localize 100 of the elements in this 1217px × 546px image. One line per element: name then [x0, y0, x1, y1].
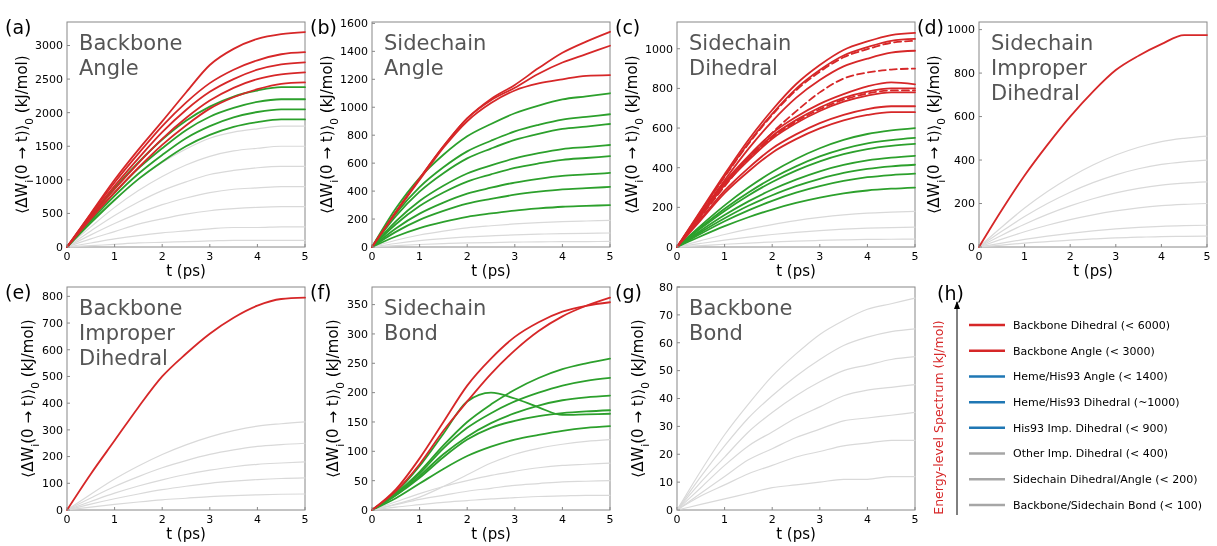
text: Sidechain Angle — [384, 31, 487, 80]
y-tick-label: 0 — [666, 240, 673, 254]
x-tick-label: 3 — [206, 250, 214, 263]
x-tick-label: 2 — [158, 250, 166, 263]
x-tick-label: 5 — [606, 250, 614, 263]
y-tick-label: 0 — [968, 240, 975, 254]
y-tick-label: 350 — [347, 298, 368, 312]
y-tick-label: 1000 — [35, 173, 63, 187]
category-label: His93 Imp. Dihedral (< 900) — [1013, 421, 1168, 435]
x-axis-title: t (ps) — [1073, 262, 1113, 280]
y-tick-label: 400 — [347, 184, 368, 198]
x-tick-label: 3 — [511, 250, 519, 263]
x-tick-label: 3 — [511, 513, 519, 526]
y-tick-label: 800 — [42, 290, 63, 304]
y-tick-label: 30 — [659, 420, 673, 434]
y-tick-label: 0 — [666, 503, 673, 517]
y-tick-label: 200 — [347, 386, 368, 400]
x-tick-label: 1 — [1021, 250, 1029, 263]
x-tick-label: 2 — [1066, 250, 1074, 263]
x-axis-title: t (ps) — [471, 262, 511, 280]
x-axis-title: t (ps) — [776, 262, 816, 280]
text: Backbone Bond — [689, 296, 793, 345]
x-tick-label: 2 — [768, 513, 776, 526]
y-tick-label: 60 — [659, 336, 673, 350]
y-tick-label: 3000 — [35, 39, 63, 53]
y-tick-label: 2500 — [35, 72, 63, 86]
x-tick-label: 5 — [606, 513, 614, 526]
text: (h) — [937, 282, 964, 304]
x-tick-label: 3 — [1112, 250, 1120, 263]
y-tick-label: 600 — [954, 110, 975, 124]
text: Energy-level Spectrum (kJ/mol) — [931, 320, 946, 515]
y-tick-label: 0 — [56, 240, 63, 254]
y-tick-label: 0 — [56, 503, 63, 517]
category-label: Other Imp. Dihedral (< 400) — [1013, 447, 1169, 461]
y-tick-label: 200 — [954, 197, 975, 211]
x-tick-label: 2 — [463, 513, 471, 526]
x-tick-label: 2 — [768, 250, 776, 263]
y-tick-label: 50 — [354, 474, 368, 488]
y-tick-label: 100 — [347, 445, 368, 459]
x-axis-title: t (ps) — [776, 525, 816, 543]
category-label: Backbone Dihedral (< 6000) — [1013, 318, 1171, 332]
x-tick-label: 4 — [253, 250, 261, 263]
y-tick-label: 200 — [42, 450, 63, 464]
y-tick-label: 1400 — [340, 45, 368, 59]
x-tick-label: 1 — [721, 513, 729, 526]
y-tick-label: 600 — [42, 343, 63, 357]
y-tick-label: 200 — [347, 212, 368, 226]
x-axis-title: t (ps) — [471, 525, 511, 543]
y-tick-label: 600 — [347, 157, 368, 170]
x-tick-label: 3 — [816, 513, 824, 526]
y-tick-label: 1000 — [340, 101, 368, 115]
x-tick-label: 4 — [1157, 250, 1165, 263]
x-tick-label: 1 — [111, 513, 119, 526]
y-tick-label: 700 — [42, 316, 63, 330]
text: Sidechain Improper Dihedral — [991, 31, 1094, 105]
y-tick-label: 300 — [347, 327, 368, 341]
x-axis-title: t (ps) — [166, 262, 206, 280]
x-tick-label: 4 — [863, 250, 871, 263]
category-label: Backbone Angle (< 3000) — [1013, 344, 1155, 358]
x-tick-label: 5 — [1203, 250, 1211, 263]
y-tick-label: 0 — [361, 503, 368, 517]
y-tick-label: 10 — [659, 475, 673, 489]
y-tick-label: 800 — [652, 82, 673, 96]
x-tick-label: 4 — [253, 513, 261, 526]
category-label: Sidechain Dihedral/Angle (< 200) — [1013, 473, 1198, 487]
y-tick-label: 400 — [652, 161, 673, 175]
x-tick-label: 4 — [558, 513, 566, 526]
x-tick-label: 4 — [863, 513, 871, 526]
y-tick-label: 1000 — [947, 23, 975, 37]
x-tick-label: 5 — [301, 513, 309, 526]
text: Backbone Improper Dihedral — [79, 296, 183, 370]
y-tick-label: 1000 — [645, 42, 673, 56]
text: Backbone Angle — [79, 31, 183, 80]
y-tick-label: 1600 — [340, 17, 368, 31]
x-tick-label: 1 — [416, 250, 424, 263]
y-tick-label: 200 — [652, 201, 673, 215]
y-tick-label: 600 — [652, 121, 673, 135]
y-tick-label: 1200 — [340, 73, 368, 87]
y-tick-label: 800 — [954, 66, 975, 80]
x-tick-label: 1 — [111, 250, 119, 263]
x-tick-label: 4 — [558, 250, 566, 263]
y-tick-label: 70 — [659, 308, 673, 322]
x-tick-label: 2 — [463, 250, 471, 263]
chart-title: (e) — [5, 281, 32, 303]
category-label: Heme/His93 Dihedral (~1000) — [1013, 395, 1180, 409]
y-tick-label: 800 — [347, 129, 368, 143]
x-tick-label: 5 — [301, 250, 309, 263]
y-tick-label: 40 — [659, 392, 673, 406]
y-tick-label: 50 — [659, 364, 673, 378]
category-label: Backbone/Sidechain Bond (< 100) — [1013, 498, 1202, 512]
y-tick-label: 250 — [347, 357, 368, 371]
y-tick-label: 20 — [659, 448, 673, 462]
x-tick-label: 5 — [911, 250, 919, 263]
x-tick-label: 3 — [816, 250, 824, 263]
y-tick-label: 80 — [659, 280, 673, 294]
chart-title: (c) — [615, 16, 641, 38]
category-label: Heme/His93 Angle (< 1400) — [1013, 370, 1168, 384]
chart-title: (g) — [615, 281, 642, 303]
y-tick-label: 1500 — [35, 140, 63, 154]
y-tick-label: 500 — [42, 370, 63, 384]
